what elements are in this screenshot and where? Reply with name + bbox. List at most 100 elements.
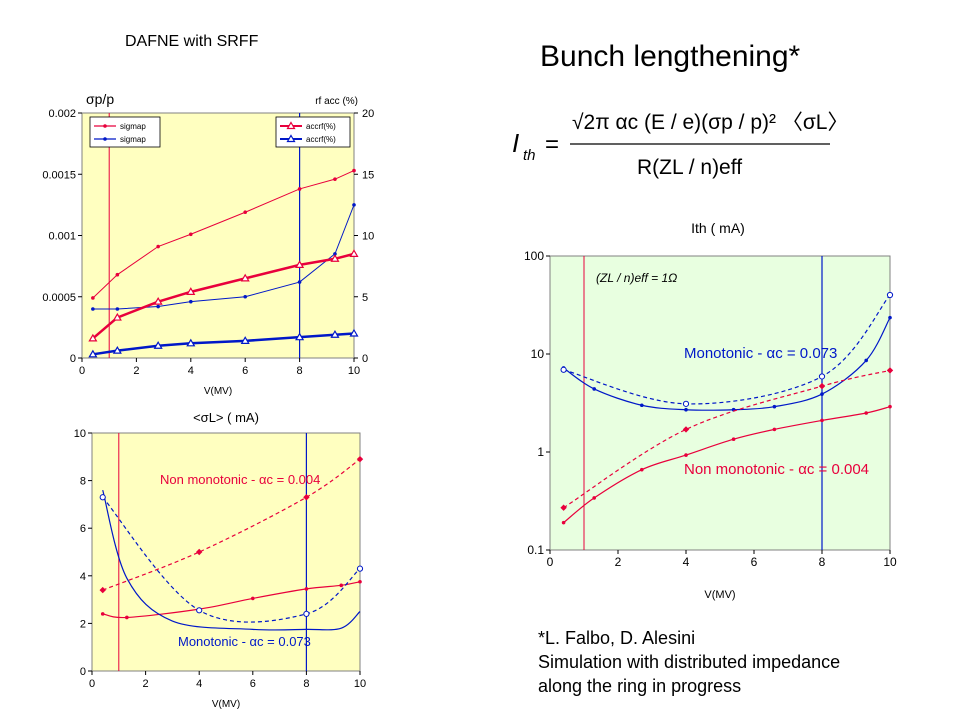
- data-point-2-4: [240, 273, 250, 282]
- y-tick-label: 0: [70, 353, 76, 365]
- series-line-2: [92, 252, 355, 340]
- x-tick-label: 6: [751, 555, 758, 569]
- data-point-0-1: [115, 272, 120, 277]
- legend-left-label: sigmap: [120, 122, 146, 131]
- data-point-2-5: [295, 260, 305, 268]
- y-tick-label: 0.001: [48, 231, 76, 243]
- legend-impedance: (ZL / n)eff = 1Ω: [596, 271, 677, 285]
- data-point-3-2: [818, 382, 826, 390]
- data-point-3-4: [240, 336, 250, 344]
- series-line-3: [563, 369, 891, 509]
- data-point-3-1: [196, 607, 203, 614]
- data-point-0-3: [684, 407, 688, 412]
- data-point-3-7: [349, 328, 359, 337]
- series-line-0: [92, 170, 355, 299]
- y-tick-label: 0.0015: [42, 169, 76, 181]
- y-tick-label: 0.1: [527, 543, 544, 557]
- data-point-0-3: [251, 596, 255, 601]
- data-point-0-6: [333, 177, 337, 181]
- data-point-1-3: [189, 299, 193, 304]
- data-point-2-1: [112, 312, 122, 321]
- data-point-1-0: [99, 586, 106, 594]
- y-tick-label: 10: [531, 347, 545, 361]
- series-line-3: [92, 332, 355, 356]
- legend-right-label: accrf(%): [306, 135, 336, 144]
- data-point-1-3: [356, 455, 364, 463]
- annotation-monotonic: Monotonic - αc = 0.073: [684, 345, 837, 362]
- data-point-0-4: [304, 587, 309, 591]
- x-tick-label: 10: [354, 678, 366, 690]
- data-point-0-2: [640, 403, 644, 408]
- data-point-1-5: [297, 280, 302, 284]
- slide-title: Bunch lengthening*: [540, 40, 801, 73]
- y2-tick-label: 5: [362, 292, 368, 304]
- y-tick-label: 0.0005: [42, 292, 76, 304]
- credit-line-3: along the ring in progress: [538, 676, 742, 696]
- legend-right-marker: [286, 121, 296, 130]
- credit-note: *L. Falbo, D. Alesini Simulation with di…: [538, 626, 840, 698]
- series-line-2: [102, 489, 361, 631]
- data-point-3-6: [330, 330, 340, 338]
- data-point-3-2: [303, 610, 310, 617]
- data-point-2-2: [153, 296, 163, 305]
- data-point-0-6: [820, 392, 824, 396]
- data-point-3-1: [112, 345, 122, 354]
- y-tick-label: 0: [80, 666, 86, 678]
- data-point-3-3: [886, 367, 894, 374]
- y-tick-label: 6: [80, 523, 86, 535]
- slide-subtitle: DAFNE with SRFF: [125, 33, 259, 50]
- y2-tick-label: 20: [362, 108, 374, 120]
- x-tick-label: 2: [143, 678, 149, 690]
- formula-denominator: R(ZL / n)eff: [637, 156, 742, 179]
- data-point-1-2: [303, 494, 310, 501]
- data-point-1-3: [886, 291, 894, 299]
- data-point-0-5: [339, 583, 344, 588]
- y-tick-label: 10: [74, 428, 86, 440]
- x-tick-label: 0: [79, 365, 85, 377]
- plot-area: [81, 112, 355, 359]
- data-point-2-0: [561, 520, 566, 525]
- x-tick-label: 4: [196, 678, 202, 690]
- data-point-0-7: [352, 168, 356, 173]
- data-point-2-7: [864, 411, 868, 415]
- data-point-0-3: [189, 232, 193, 237]
- data-point-1-2: [818, 373, 826, 380]
- legend-left-marker: [103, 137, 107, 141]
- annotation-monotonic: Monotonic - αc = 0.073: [178, 634, 311, 649]
- data-point-3-2: [153, 341, 163, 349]
- formula-numerator: √2π αc (E / e)(σp / p)² 〈σL〉: [572, 111, 842, 134]
- chart-title: Ith ( mA): [691, 220, 745, 236]
- data-point-1-7: [352, 203, 356, 207]
- data-point-2-6: [820, 418, 824, 423]
- y-tick-label: 4: [80, 571, 86, 583]
- data-point-0-4: [243, 210, 247, 215]
- plot-area: [91, 432, 361, 672]
- data-point-0-2: [156, 244, 160, 249]
- x-tick-label: 0: [89, 678, 95, 690]
- x-tick-label: 8: [819, 555, 826, 569]
- data-point-1-1: [682, 400, 690, 407]
- y-tick-label: 1: [537, 445, 544, 459]
- y2-tick-label: 0: [362, 353, 368, 365]
- data-point-1-4: [243, 294, 247, 299]
- data-point-1-1: [196, 548, 203, 556]
- left-axis-label: σp/p: [86, 91, 114, 107]
- data-point-2-5: [772, 427, 777, 432]
- legend-right-label: accrf(%): [306, 122, 336, 131]
- legend-left: [89, 116, 161, 148]
- x-tick-label: 6: [250, 678, 256, 690]
- credit-line-1: *L. Falbo, D. Alesini: [538, 628, 696, 648]
- y-tick-label: 2: [80, 618, 86, 630]
- data-point-0-5: [297, 187, 302, 191]
- data-point-2-3: [186, 287, 196, 295]
- data-point-1-6: [333, 252, 337, 256]
- data-point-0-6: [358, 579, 362, 584]
- chart-title: <σL> ( mA): [193, 410, 259, 425]
- data-point-3-0: [560, 504, 567, 511]
- data-point-3-0: [88, 349, 98, 358]
- data-point-0-1: [592, 387, 596, 391]
- annotation-non-monotonic: Non monotonic - αc = 0.004: [160, 472, 320, 487]
- data-point-2-8: [888, 404, 892, 409]
- data-point-3-1: [682, 426, 690, 433]
